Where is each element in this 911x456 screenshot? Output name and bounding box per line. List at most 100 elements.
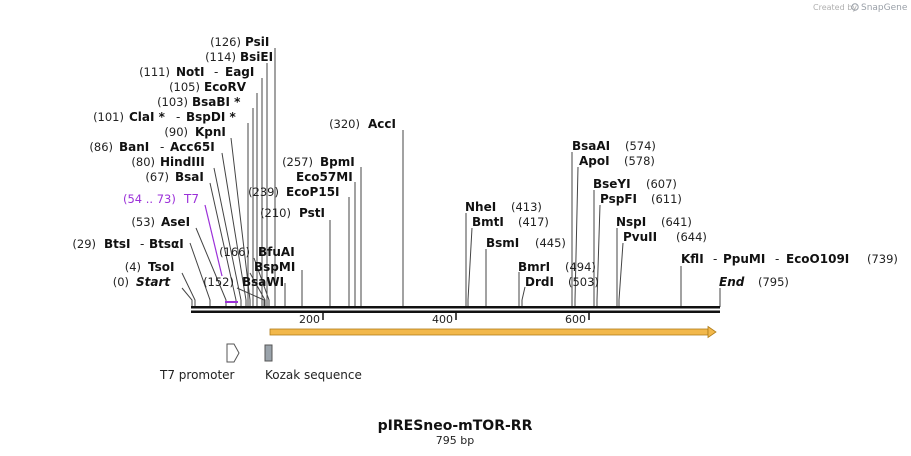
site-hindiii-pos: (80): [131, 155, 155, 169]
end-pos: (795): [758, 275, 789, 289]
orf-bar: [269, 328, 709, 336]
site-ecop15i-name[interactable]: EcoP15I: [286, 185, 340, 199]
primer-t7-pos: (54 .. 73): [123, 192, 176, 206]
leader-bani: [221, 152, 247, 307]
site-bspmi-name[interactable]: BspMI: [254, 260, 295, 274]
site-bsai-pos: (67): [145, 170, 169, 184]
site-bmti-name[interactable]: BmtI: [472, 215, 504, 229]
ruler-label-200: 200: [299, 313, 320, 326]
site-bsmi-name[interactable]: BsmI: [486, 236, 519, 250]
plasmid-name: pIRESneo-mTOR-RR: [378, 418, 533, 434]
site-asei-pos: (53): [131, 215, 155, 229]
site-ecorv-pos: (105): [169, 80, 200, 94]
watermark-brand: SnapGene: [861, 3, 908, 13]
site-hindiii-name[interactable]: HindIII: [160, 155, 205, 169]
site-bmri-pos: (494): [565, 260, 596, 274]
backbone-top-strand: [191, 306, 720, 309]
svg-text:-: -: [176, 110, 180, 124]
site-clai-name[interactable]: ClaI *: [129, 110, 166, 124]
site-bsawi-pos: (152): [203, 275, 234, 289]
site-noti-pos: (111): [139, 65, 170, 79]
site-tsoi-name[interactable]: TsoI: [148, 260, 174, 274]
site-labels: (126) PsiI (114) BsiEI (111) NotI - EagI…: [72, 35, 898, 289]
site-nspi-name[interactable]: NspI: [616, 215, 646, 229]
site-bsabi-name[interactable]: BsaBI *: [192, 95, 241, 109]
leader-bmti: [467, 227, 473, 307]
svg-text:-: -: [214, 65, 218, 79]
site-bsawi-name[interactable]: BsaWI: [242, 275, 284, 289]
site-asei-name[interactable]: AseI: [161, 215, 190, 229]
site-kpni-pos: (90): [164, 125, 188, 139]
site-bpmi-name[interactable]: BpmI: [320, 155, 355, 169]
site-pvuii-name[interactable]: PvuII: [623, 230, 657, 244]
site-tsoi-pos: (4): [125, 260, 141, 274]
site-acci-name[interactable]: AccI: [368, 117, 396, 131]
orf-feature[interactable]: [269, 325, 717, 339]
site-ecop15i-pos: (239): [248, 185, 279, 199]
site-kfli-pos: (739): [867, 252, 898, 266]
leader-hindiii: [213, 167, 242, 307]
site-btsi-name[interactable]: BtsI: [104, 237, 131, 251]
primer-leader: [204, 204, 223, 277]
site-apoi-name[interactable]: ApoI: [579, 154, 610, 168]
start-label[interactable]: Start: [136, 275, 171, 289]
site-pvuii-pos: (644): [676, 230, 707, 244]
leader-bfuai: [253, 257, 270, 307]
site-eco57mi-name[interactable]: Eco57MI: [296, 170, 353, 184]
svg-text:-: -: [140, 237, 144, 251]
site-bmri-name[interactable]: BmrI: [518, 260, 550, 274]
end-label[interactable]: End: [719, 275, 745, 289]
site-btsi-pos: (29): [72, 237, 96, 251]
site-btsai-name[interactable]: BtsαI: [149, 237, 184, 251]
t7-promoter-label: T7 promoter: [159, 368, 235, 382]
ruler-label-400: 400: [432, 313, 453, 326]
site-nhei-name[interactable]: NheI: [465, 200, 496, 214]
plasmid-length: 795 bp: [436, 434, 474, 447]
site-bsaai-name[interactable]: BsaAI: [572, 139, 610, 153]
kozak-box[interactable]: [264, 344, 273, 362]
site-apoi-pos: (578): [624, 154, 655, 168]
backbone-bottom-strand: [191, 310, 720, 313]
site-bsai-name[interactable]: BsaI: [175, 170, 204, 184]
primer-t7-label[interactable]: T7: [183, 192, 199, 206]
kozak-label: Kozak sequence: [265, 368, 362, 382]
snapgene-logo-icon: [851, 3, 859, 11]
site-psii-name[interactable]: PsiI: [245, 35, 269, 49]
site-ecoo109i-name[interactable]: EcoO109I: [786, 252, 849, 266]
leader-apoi: [574, 166, 579, 307]
site-kfli-name[interactable]: KflI: [681, 252, 704, 266]
site-bfuai-name[interactable]: BfuAI: [258, 245, 295, 259]
svg-text:-: -: [713, 252, 717, 266]
site-bfuai-pos: (166): [219, 245, 250, 259]
site-pspfi-name[interactable]: PspFI: [600, 192, 637, 206]
site-bsiei-name[interactable]: BsiEI: [240, 50, 273, 64]
site-psti-pos: (210): [260, 206, 291, 220]
site-kpni-name[interactable]: KpnI: [195, 125, 226, 139]
watermark-created-by: Created by: [813, 3, 857, 12]
leader-bsai: [209, 182, 237, 307]
site-nspi-pos: (641): [661, 215, 692, 229]
site-pspfi-pos: (611): [651, 192, 682, 206]
site-psti-name[interactable]: PstI: [299, 206, 325, 220]
site-acc65i-name[interactable]: Acc65I: [170, 140, 215, 154]
site-ecorv-name[interactable]: EcoRV: [204, 80, 247, 94]
t7-promoter-arrow-icon[interactable]: [226, 343, 240, 363]
leader-drdi: [521, 286, 526, 307]
site-ppumi-name[interactable]: PpuMI: [723, 252, 765, 266]
site-bsabi-pos: (103): [157, 95, 188, 109]
site-eagi-name[interactable]: EagI: [225, 65, 254, 79]
site-bani-name[interactable]: BanI: [119, 140, 149, 154]
site-clai-pos: (101): [93, 110, 124, 124]
orf-arrowhead-icon: [707, 325, 717, 339]
site-drdi-pos: (503): [568, 275, 599, 289]
site-psii-pos: (126): [210, 35, 241, 49]
site-bspdi-name[interactable]: BspDI *: [186, 110, 236, 124]
site-bpmi-pos: (257): [282, 155, 313, 169]
site-bseyi-name[interactable]: BseYI: [593, 177, 631, 191]
site-acci-pos: (320): [329, 117, 360, 131]
leader-start: [181, 287, 193, 307]
site-noti-name[interactable]: NotI: [176, 65, 205, 79]
leader-tsoi: [181, 272, 196, 307]
leader-btsi: [189, 242, 211, 307]
site-drdi-name[interactable]: DrdI: [525, 275, 554, 289]
